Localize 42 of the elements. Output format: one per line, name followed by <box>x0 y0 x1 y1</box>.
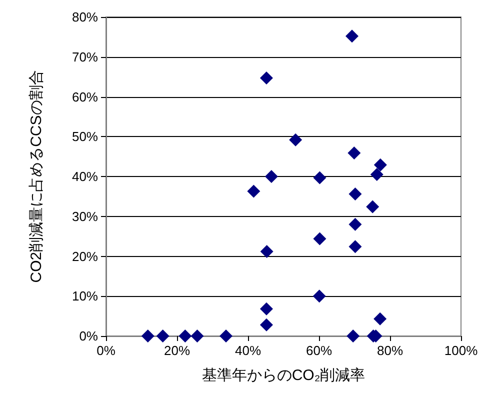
point <box>289 133 302 146</box>
x-axis-title: 基準年からのCO₂削減率 <box>202 367 366 384</box>
y-tick-label: 40% <box>72 169 98 184</box>
y-tick-label: 20% <box>72 248 98 264</box>
x-tick-label: 20% <box>164 343 190 358</box>
point <box>247 184 260 198</box>
point <box>348 188 362 201</box>
point <box>313 171 326 184</box>
point <box>346 330 360 342</box>
point <box>264 170 278 183</box>
y-tick-label: 70% <box>72 49 98 64</box>
point <box>366 200 380 214</box>
point <box>190 330 204 342</box>
point <box>219 330 232 342</box>
point <box>260 302 273 316</box>
y-axis-title: CO2削減量に占めるCCSの割合 <box>28 70 45 283</box>
point <box>178 330 192 342</box>
point <box>348 146 361 160</box>
point <box>156 330 170 342</box>
point <box>374 312 387 326</box>
x-tick-label: 0% <box>96 343 116 358</box>
point <box>312 290 326 303</box>
point <box>348 240 362 254</box>
x-tick-label: 60% <box>306 343 332 358</box>
point <box>346 30 359 43</box>
point <box>260 244 274 258</box>
y-tick-label: 0% <box>79 328 98 344</box>
point <box>374 158 387 172</box>
point <box>313 232 326 246</box>
x-tick-label: 40% <box>234 343 262 358</box>
y-tick-label: 30% <box>72 208 98 224</box>
y-tick-label: 60% <box>72 89 98 104</box>
point <box>260 72 273 85</box>
point <box>348 218 362 231</box>
point <box>141 330 154 342</box>
x-tick-label: 100% <box>444 343 478 358</box>
x-tick-label: 80% <box>376 343 404 358</box>
point <box>370 168 384 182</box>
y-tick-label: 80% <box>72 10 98 24</box>
y-tick-label: 10% <box>72 288 98 304</box>
y-tick-label: 50% <box>72 129 98 144</box>
point <box>260 318 273 332</box>
